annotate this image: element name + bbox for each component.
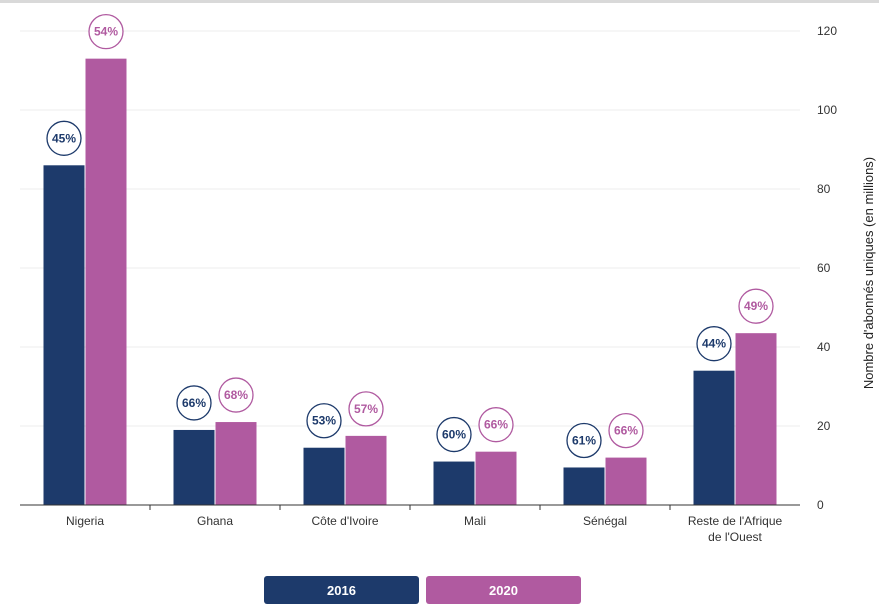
percent-badge-2016-reste-de-l-afrique-de-l-ouest (696, 326, 732, 362)
bar-2016-cote-d-ivoire (303, 447, 345, 505)
category-label-cote-d-ivoire: Côte d'Ivoire (312, 514, 379, 528)
legend: 2016 2020 (264, 576, 581, 604)
percent-badge-2020-nigeria (88, 13, 124, 50)
legend-item-2020[interactable]: 2020 (426, 576, 581, 604)
percent-badge-2020-mali (478, 407, 514, 443)
category-label-senegal: Sénégal (583, 514, 627, 528)
percent-label-2016-reste-de-l-afrique-de-l-ouest: 44% (702, 337, 726, 351)
percent-label-2020-ghana: 68% (224, 388, 248, 402)
category-label-ghana: Ghana (197, 514, 233, 528)
percent-label-2016-senegal: 61% (572, 433, 596, 447)
bars (43, 58, 777, 506)
bar-2020-senegal (605, 457, 647, 505)
percent-badge-2016-mali (436, 416, 472, 453)
y-tick-label-40: 40 (817, 340, 831, 354)
percent-label-2020-cote-d-ivoire: 57% (354, 402, 378, 416)
bar-2020-cote-d-ivoire (345, 435, 387, 505)
percent-badge-2020-cote-d-ivoire (348, 391, 384, 427)
data-labels: 45% 54% 66% 68% 53% 57% 60% 66% 61% 66% 44% 49% (46, 13, 774, 459)
bar-2020-mali (475, 451, 517, 505)
bar-2016-nigeria (43, 165, 85, 506)
percent-badge-2020-reste-de-l-afrique-de-l-ouest (738, 288, 774, 324)
category-label-nigeria: Nigeria (66, 514, 104, 528)
percent-label-2016-nigeria: 45% (52, 131, 76, 145)
percent-badge-2016-cote-d-ivoire (306, 403, 342, 439)
percent-label-2016-mali: 60% (442, 428, 466, 442)
percent-label-2020-senegal: 66% (614, 424, 638, 438)
bar-2016-senegal (563, 467, 605, 505)
y-tick-label-80: 80 (817, 182, 831, 196)
percent-label-2016-ghana: 66% (182, 396, 206, 410)
percent-badge-2020-senegal (608, 412, 644, 449)
y-axis-title: Nombre d'abonnés uniques (en millions) (861, 157, 876, 389)
percent-badge-2016-ghana (176, 385, 212, 421)
percent-badge-2020-ghana (218, 377, 254, 413)
bar-2016-mali (433, 461, 475, 505)
bar-2020-ghana (215, 422, 257, 505)
grid-lines (20, 30, 800, 427)
percent-badge-2016-nigeria (46, 120, 82, 156)
y-tick-label-120: 120 (817, 24, 837, 38)
bar-2016-reste-de-l-afrique-de-l-ouest (693, 370, 735, 505)
legend-item-2016[interactable]: 2016 (264, 576, 419, 604)
bar-2016-ghana (173, 429, 215, 505)
percent-badge-2016-senegal (566, 422, 602, 459)
y-tick-label-20: 20 (817, 419, 831, 433)
percent-label-2020-mali: 66% (484, 418, 508, 432)
y-tick-label-60: 60 (817, 261, 831, 275)
y-tick-label-0: 0 (817, 498, 824, 512)
percent-label-2020-nigeria: 54% (94, 25, 118, 39)
category-label-reste-de-l-afrique-de-l-ouest: Reste de l'Afrique de l'Ouest (688, 514, 783, 544)
top-border (0, 0, 879, 3)
axes: 0 20 40 60 80 100 120 Nombre d'abonnés uniques … (20, 24, 876, 544)
percent-label-2020-reste-de-l-afrique-de-l-ouest: 49% (744, 299, 768, 313)
bar-2020-nigeria (85, 58, 127, 506)
category-label-mali: Mali (464, 514, 486, 528)
percent-label-2016-cote-d-ivoire: 53% (312, 414, 336, 428)
y-tick-label-100: 100 (817, 103, 837, 117)
bar-chart: 45% 54% 66% 68% 53% 57% 60% 66% 61% 66% 44% 49% 0 20… (20, 13, 876, 544)
bar-2020-reste-de-l-afrique-de-l-ouest (735, 333, 777, 505)
